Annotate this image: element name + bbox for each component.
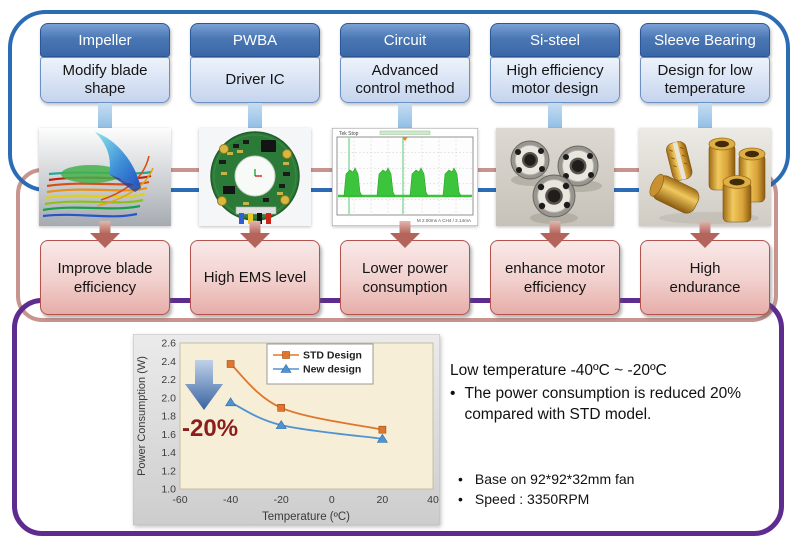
sub-box: Modify blade shape [40,57,170,103]
result-label: Lower power consumption [362,259,448,296]
sub-box: High efficiency motor design [490,57,620,103]
bullet-icon: • [458,471,463,487]
result-box: High endurance [640,240,770,315]
connector-bar [698,103,712,129]
sub-label: Design for low temperature [657,62,753,97]
svg-text:1.6: 1.6 [161,429,176,441]
motor-stator-image [496,128,614,226]
result-label: High endurance [669,259,741,296]
sub-label: Advanced control method [355,62,455,97]
bullet-icon: • [458,491,463,507]
result-label: Improve blade efficiency [57,259,153,296]
notes-title: Low temperature -40ºC ~ -20ºC [450,362,667,379]
header-box: Impeller [40,23,170,57]
y-axis-title: Power Consumption (W) [136,356,148,476]
upright-bearings [708,137,766,223]
svg-text:2.4: 2.4 [161,356,176,368]
sub-box: Driver IC [190,57,320,103]
legend-box [266,343,374,385]
svg-text:STD Design: STD Design [303,350,362,362]
sub-box: Design for low temperature [640,57,770,103]
sub-label: Driver IC [225,71,285,88]
decrease-arrow-icon [185,360,223,410]
header-label: PWBA [232,31,278,49]
footnote-item: • Base on 92*92*32mm fan [458,469,788,489]
svg-text:Tek Stop: Tek Stop [339,131,359,137]
down-arrow [540,221,570,248]
result-box: High EMS level [190,240,320,315]
svg-text:1.0: 1.0 [161,484,176,496]
footnote-text: Speed : 3350RPM [474,491,590,507]
svg-text:0: 0 [329,494,335,506]
column-impeller: Impeller Modify blade shape [30,0,180,330]
notes-bullet-text: The power consumption is reduced 20% com… [464,385,742,423]
sleeve-bearings-image [639,128,771,226]
svg-text:20: 20 [377,494,389,506]
svg-text:2.2: 2.2 [161,374,176,386]
header-box: PWBA [190,23,320,57]
svg-text:2.6: 2.6 [161,338,176,350]
svg-text:1.2: 1.2 [161,465,176,477]
header-label: Si-steel [529,31,581,49]
footnote-item: • Speed : 3350RPM [458,489,788,509]
header-label: Circuit [383,31,427,49]
column-pwba: PWBA Driver IC High EMS level [180,0,330,330]
footnotes: • Base on 92*92*32mm fan • Speed : 3350R… [450,469,788,509]
lying-bearing [649,173,700,214]
notes-panel: Low temperature -40ºC ~ -20ºC • The powe… [450,362,788,509]
connector-bar [248,103,262,129]
sub-label: Modify blade shape [62,62,148,97]
down-arrow [390,221,420,248]
svg-text:40: 40 [427,494,439,506]
result-box: Improve blade efficiency [40,240,170,315]
svg-text:-20: -20 [274,494,289,506]
svg-text:1.8: 1.8 [161,411,176,423]
power-consumption-chart: Temperature (ºC) Power Consumption (W) -… [132,333,441,526]
pcb-image [199,128,311,226]
header-label: Impeller [78,31,132,49]
stator-group [510,140,602,224]
result-box: Lower power consumption [340,240,470,315]
x-axis-title: Temperature (ºC) [262,511,350,523]
split-sleeve [666,141,693,181]
connector-bar [98,103,112,129]
header-box: Si-steel [490,23,620,57]
column-si-steel: Si-steel High efficiency motor design [480,0,630,330]
column-circuit: Circuit Advanced control method Tek Stop… [330,0,480,330]
result-label: High EMS level [203,269,307,286]
svg-text:2.0: 2.0 [161,392,176,404]
result-box: enhance motor efficiency [490,240,620,315]
connector-bar [548,103,562,129]
notes-bullet-item: • The power consumption is reduced 20% c… [450,383,788,425]
bullet-icon: • [450,385,456,402]
svg-text:M 2.00ms A CH4 / 2.14mA: M 2.00ms A CH4 / 2.14mA [417,218,472,223]
oscilloscope-image: Tek Stop M 2.00ms A CH4 / 2.14mA [332,128,478,226]
svg-text:New design: New design [303,364,361,376]
sub-box: Advanced control method [340,57,470,103]
connector-bar [398,103,412,129]
svg-text:-40: -40 [223,494,238,506]
down-arrow [90,221,120,248]
result-label: enhance motor efficiency [504,259,606,296]
svg-text:-60: -60 [172,494,187,506]
impeller-cfd-image [39,128,171,226]
column-sleeve-bearing: Sleeve Bearing Design for low temperatur… [630,0,780,330]
footnote-text: Base on 92*92*32mm fan [474,471,635,487]
sub-label: High efficiency motor design [506,62,604,97]
header-box: Sleeve Bearing [640,23,770,57]
header-label: Sleeve Bearing [654,31,756,49]
decrease-annotation: -20% [182,415,238,442]
down-arrow [690,221,720,248]
svg-text:1.4: 1.4 [161,447,176,459]
down-arrow [240,221,270,248]
header-box: Circuit [340,23,470,57]
